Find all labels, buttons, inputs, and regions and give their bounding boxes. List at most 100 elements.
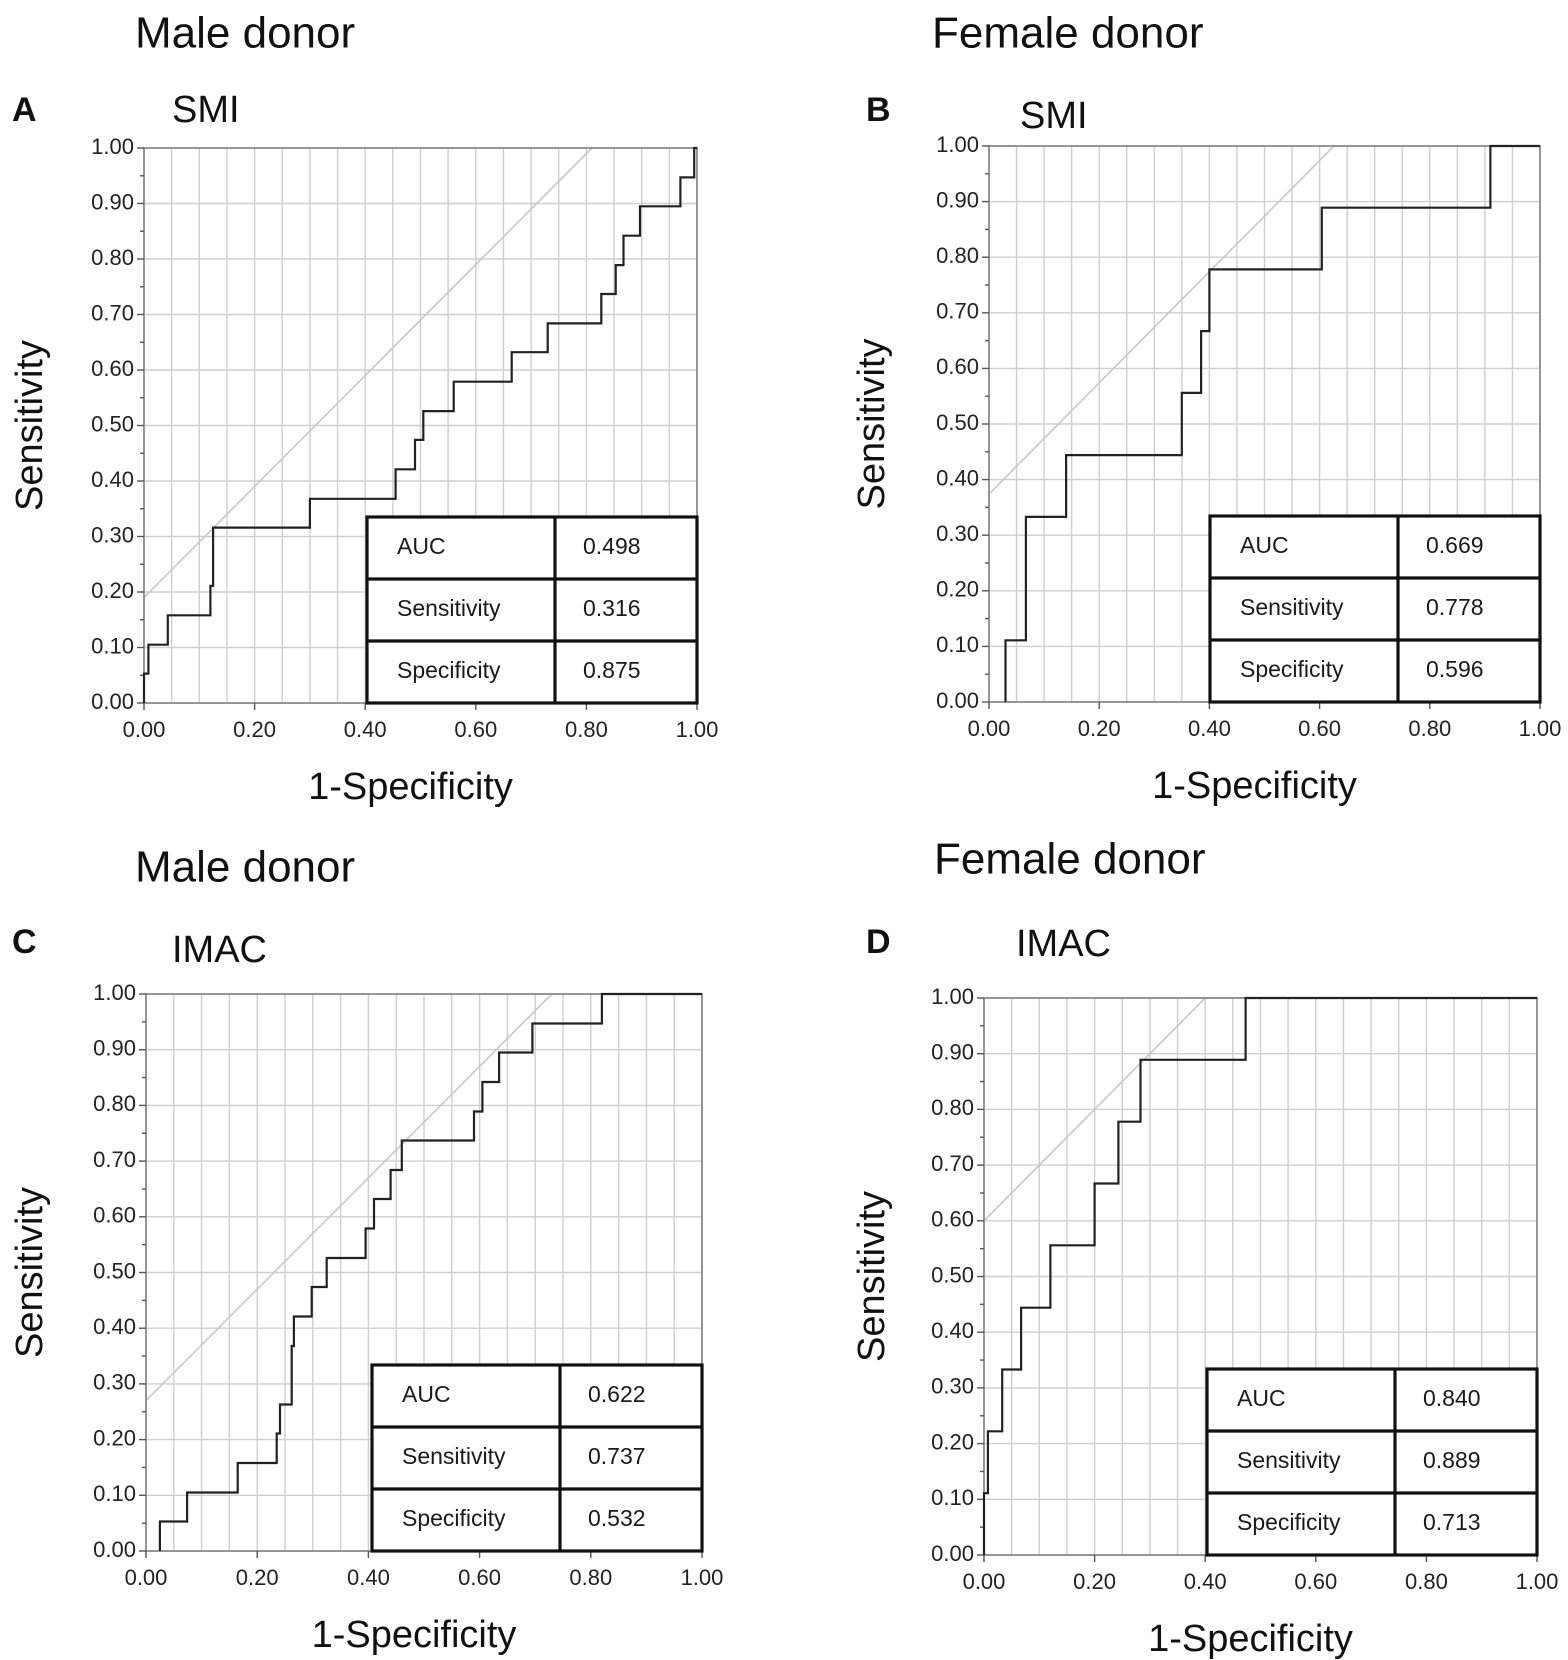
panel-letter: B (866, 91, 891, 129)
x-tick-label: 0.80 (1405, 1569, 1448, 1594)
x-tick-label: 0.20 (1078, 716, 1121, 741)
roc-panel-d: Female donor D IMAC 0.00 0.10 0.20 0.30 0.40 0.5… (851, 835, 1558, 1660)
roc-panel-a: Male donor A SMI 0.00 0.10 0.20 0.30 0.40 0.50 0.… (9, 9, 718, 808)
table-metric-label: AUC (1240, 532, 1289, 558)
y-tick-label: 0.40 (936, 465, 979, 490)
y-tick-label: 0.50 (936, 410, 979, 435)
roc-panel-c: Male donor C IMAC 0.00 0.10 0.20 0.30 0.40 0.50 0… (9, 843, 723, 1656)
roc-curve (158, 992, 702, 1551)
roc-curve (142, 146, 697, 703)
y-axis-label: Sensitivity (851, 338, 893, 509)
y-tick-label: 0.90 (931, 1040, 974, 1065)
y-tick-label: 0.90 (936, 187, 979, 212)
y-tick-label: 0.40 (931, 1318, 974, 1343)
roc-panel-b: Female donor B SMI 0.00 0.10 0.20 0.30 0.40 0.50… (851, 9, 1561, 807)
y-tick-label: 0.70 (93, 1147, 136, 1172)
table-metric-value: 0.737 (588, 1443, 646, 1469)
table-metric-value: 0.669 (1426, 532, 1484, 558)
y-tick-label: 0.90 (93, 1036, 136, 1061)
table-metric-value: 0.596 (1426, 656, 1484, 682)
panel-letter: D (866, 923, 891, 961)
group-title: Female donor (932, 9, 1203, 58)
x-tick-label: 0.60 (1298, 716, 1341, 741)
y-tick-label: 0.30 (936, 521, 979, 546)
x-tick-label: 1.00 (681, 1565, 724, 1590)
x-axis-label: 1-Specificity (1148, 1618, 1353, 1660)
x-tick-label: 0.40 (344, 717, 387, 742)
table-metric-value: 0.875 (583, 657, 641, 683)
table-metric-value: 0.889 (1423, 1447, 1481, 1473)
summary-table: AUC 0.840 Sensitivity 0.889 Specificity 0.713 (1205, 1367, 1539, 1557)
summary-table-border (370, 1363, 704, 1553)
metric-title: IMAC (172, 929, 267, 971)
y-tick-label: 0.40 (93, 1314, 136, 1339)
y-tick-label: 1.00 (931, 984, 974, 1009)
x-tick-label: 0.80 (1408, 716, 1451, 741)
table-metric-label: AUC (1237, 1385, 1286, 1411)
metric-title: SMI (1020, 95, 1088, 137)
y-tick-label: 0.80 (91, 245, 134, 270)
summary-table: AUC 0.669 Sensitivity 0.778 Specificity 0.596 (1208, 514, 1542, 704)
y-tick-label: 0.80 (931, 1095, 974, 1120)
x-tick-label: 0.80 (565, 717, 608, 742)
y-tick-label: 0.90 (91, 189, 134, 214)
group-title: Female donor (934, 835, 1205, 884)
table-metric-label: Specificity (1240, 656, 1344, 682)
table-metric-label: Sensitivity (1237, 1447, 1341, 1473)
y-tick-label: 0.70 (91, 300, 134, 325)
metric-title: SMI (172, 89, 240, 131)
summary-table: AUC 0.498 Sensitivity 0.316 Specificity 0.875 (365, 515, 699, 705)
table-metric-label: Sensitivity (397, 595, 501, 621)
y-tick-label: 0.10 (936, 632, 979, 657)
y-tick-label: 1.00 (91, 134, 134, 159)
x-tick-label: 0.40 (347, 1565, 390, 1590)
x-tick-label: 0.00 (123, 717, 166, 742)
reference-diagonal (983, 997, 1206, 1222)
x-tick-label: 1.00 (676, 717, 719, 742)
table-metric-value: 0.316 (583, 595, 641, 621)
y-tick-label: 0.50 (91, 411, 134, 436)
x-tick-label: 0.60 (1294, 1569, 1337, 1594)
x-axis-label: 1-Specificity (308, 766, 513, 808)
table-metric-label: Specificity (402, 1505, 506, 1531)
table-metric-label: Specificity (1237, 1509, 1341, 1535)
y-tick-label: 0.60 (93, 1203, 136, 1228)
x-tick-label: 0.80 (569, 1565, 612, 1590)
y-tick-label: 0.30 (93, 1370, 136, 1395)
y-tick-label: 0.10 (91, 633, 134, 658)
panel-letter: A (12, 91, 37, 129)
summary-table-border (365, 515, 699, 705)
roc-curve (982, 996, 1537, 1555)
table-metric-label: Sensitivity (1240, 594, 1344, 620)
group-title: Male donor (135, 843, 355, 892)
y-tick-label: 0.20 (931, 1429, 974, 1454)
roc-curve (1004, 144, 1540, 702)
group-title: Male donor (135, 9, 355, 58)
x-tick-label: 0.20 (236, 1565, 279, 1590)
reference-diagonal (143, 147, 593, 599)
x-tick-label: 0.40 (1188, 716, 1231, 741)
y-tick-label: 0.00 (931, 1541, 974, 1566)
table-metric-value: 0.532 (588, 1505, 646, 1531)
y-tick-label: 0.20 (91, 578, 134, 603)
table-metric-value: 0.622 (588, 1381, 646, 1407)
y-tick-label: 1.00 (93, 980, 136, 1005)
x-tick-label: 0.00 (968, 716, 1011, 741)
y-tick-label: 0.60 (936, 354, 979, 379)
summary-table-border (1208, 514, 1542, 704)
y-axis-label: Sensitivity (851, 1191, 893, 1362)
table-metric-label: AUC (402, 1381, 451, 1407)
reference-diagonal (988, 145, 1335, 495)
table-metric-value: 0.840 (1423, 1385, 1481, 1411)
x-tick-label: 0.40 (1184, 1569, 1227, 1594)
y-tick-label: 0.00 (93, 1537, 136, 1562)
y-tick-label: 0.20 (93, 1425, 136, 1450)
x-tick-label: 0.60 (458, 1565, 501, 1590)
x-tick-label: 0.00 (125, 1565, 168, 1590)
x-tick-label: 0.60 (454, 717, 497, 742)
y-tick-label: 0.50 (93, 1258, 136, 1283)
y-tick-label: 0.70 (931, 1151, 974, 1176)
x-tick-label: 0.00 (963, 1569, 1006, 1594)
summary-table: AUC 0.622 Sensitivity 0.737 Specificity 0.532 (370, 1363, 704, 1553)
table-metric-label: AUC (397, 533, 446, 559)
